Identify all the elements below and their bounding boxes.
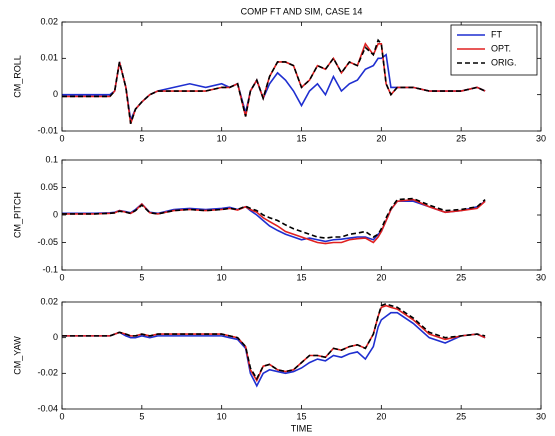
axes-frame [61, 159, 542, 271]
y-tick-label: 0 [53, 332, 58, 342]
x-tick-label: 10 [217, 411, 227, 421]
x-tick-label: 20 [376, 272, 386, 282]
y-tick-label: 0.01 [40, 53, 58, 63]
y-tick-label: -0.04 [37, 403, 58, 413]
axes-frame [61, 301, 542, 410]
y-tick-label: -0.02 [37, 368, 58, 378]
y-tick-label: 0.1 [45, 154, 58, 164]
x-tick-label: 25 [456, 133, 466, 143]
x-tick-label: 30 [536, 272, 546, 282]
x-tick-label: 5 [139, 411, 144, 421]
x-tick-label: 20 [376, 411, 386, 421]
y-tick-label: 0 [53, 209, 58, 219]
x-tick-label: 0 [59, 411, 64, 421]
legend-label: ORIG. [491, 57, 517, 67]
x-tick-label: 25 [456, 272, 466, 282]
x-tick-label: 30 [536, 133, 546, 143]
x-tick-label: 10 [217, 133, 227, 143]
x-tick-label: 5 [139, 133, 144, 143]
x-tick-label: 15 [296, 133, 306, 143]
y-axis-label: CM_YAW [12, 336, 22, 375]
legend-box [450, 24, 538, 76]
legend-label: FT [491, 29, 502, 39]
series-line [62, 38, 486, 124]
x-tick-label: 25 [456, 411, 466, 421]
x-axis-label: TIME [291, 423, 313, 433]
y-tick-label: -0.01 [37, 125, 58, 135]
y-axis-label: CM_PITCH [12, 192, 22, 238]
y-axis-label: CM_ROLL [12, 55, 22, 98]
axes-frame [61, 21, 542, 132]
series-line [62, 197, 486, 239]
plot-area [62, 160, 541, 270]
x-tick-label: 0 [59, 133, 64, 143]
x-tick-label: 15 [296, 272, 306, 282]
x-tick-label: 20 [376, 133, 386, 143]
x-tick-label: 15 [296, 411, 306, 421]
series-line [62, 311, 486, 388]
y-tick-label: 0.05 [40, 182, 58, 192]
chart-title: COMP FT AND SIM, CASE 14 [241, 6, 363, 16]
y-tick-label: 0 [53, 89, 58, 99]
series-line [62, 302, 486, 381]
x-tick-label: 10 [217, 272, 227, 282]
legend-label: OPT. [491, 43, 511, 53]
y-tick-label: 0.02 [40, 16, 58, 26]
y-tick-label: -0.1 [42, 264, 58, 274]
x-tick-label: 0 [59, 272, 64, 282]
x-tick-label: 5 [139, 272, 144, 282]
x-tick-label: 30 [536, 411, 546, 421]
y-tick-label: 0.02 [40, 296, 58, 306]
plot-area [62, 302, 541, 409]
y-tick-label: -0.05 [37, 237, 58, 247]
